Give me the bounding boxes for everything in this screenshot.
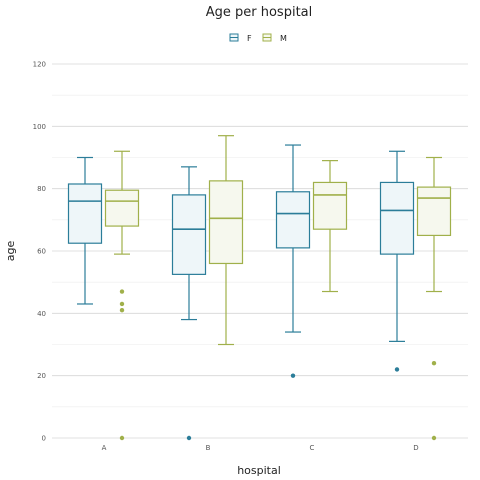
box-iqr bbox=[67, 183, 103, 244]
y-axis-label: age bbox=[4, 241, 17, 262]
outlier-point bbox=[431, 435, 437, 441]
box-C-M bbox=[312, 160, 348, 293]
box-iqr bbox=[275, 191, 311, 249]
x-tick-label: A bbox=[102, 444, 107, 452]
box-C-F bbox=[275, 144, 311, 378]
outlier-point bbox=[119, 435, 125, 441]
box-A-F bbox=[67, 156, 103, 305]
x-tick-label: B bbox=[206, 444, 211, 452]
box-B-F bbox=[171, 166, 207, 441]
y-tick-label: 120 bbox=[33, 61, 46, 69]
outlier-point bbox=[119, 301, 125, 307]
box-iqr bbox=[379, 181, 415, 255]
outlier-point bbox=[119, 289, 125, 294]
box-iqr bbox=[171, 194, 207, 275]
y-tick-label: 60 bbox=[37, 248, 46, 256]
y-axis-ticks: 0 20 40 60 80 100 120 bbox=[33, 61, 46, 443]
box-iqr bbox=[104, 189, 140, 227]
box-iqr bbox=[208, 180, 244, 265]
outlier-point bbox=[394, 367, 400, 372]
y-tick-label: 20 bbox=[37, 372, 46, 380]
x-axis-ticks: A B C D bbox=[102, 444, 419, 452]
legend-label: F bbox=[247, 34, 252, 43]
outlier-point bbox=[290, 373, 296, 378]
y-tick-label: 80 bbox=[37, 185, 46, 193]
legend-label: M bbox=[280, 34, 287, 43]
box-D-F bbox=[379, 150, 415, 372]
y-tick-label: 0 bbox=[42, 435, 46, 443]
box-D-M bbox=[416, 156, 452, 441]
y-tick-label: 100 bbox=[33, 123, 46, 131]
box-marks bbox=[67, 135, 452, 441]
x-tick-label: D bbox=[413, 444, 418, 452]
outlier-point bbox=[431, 361, 437, 366]
chart-title: Age per hospital bbox=[206, 5, 313, 20]
y-tick-label: 40 bbox=[37, 310, 46, 318]
box-iqr bbox=[416, 186, 452, 237]
x-axis-label: hospital bbox=[237, 464, 281, 477]
box-B-M bbox=[208, 135, 244, 346]
box-iqr bbox=[312, 181, 348, 230]
box-A-M bbox=[104, 150, 140, 441]
x-tick-label: C bbox=[310, 444, 315, 452]
outlier-point bbox=[119, 308, 125, 313]
outlier-point bbox=[186, 435, 192, 441]
